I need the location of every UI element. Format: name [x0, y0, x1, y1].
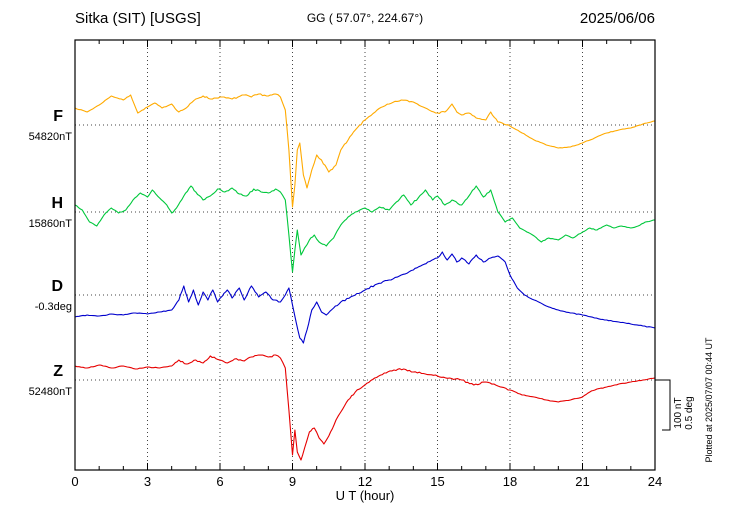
x-tick-label: 15 [430, 474, 444, 489]
plot-frame [74, 39, 656, 471]
scale-label-deg: 0.5 deg [684, 396, 695, 429]
series-label-Z: Z [53, 363, 63, 380]
x-tick-label: 0 [71, 474, 78, 489]
grid-layer [75, 40, 655, 470]
series-label-H: H [51, 195, 63, 212]
traces-layer [74, 93, 656, 461]
trace-D [74, 251, 656, 344]
x-tick-label: 9 [289, 474, 296, 489]
trace-Z [74, 354, 656, 461]
series-label-D: D [51, 278, 63, 295]
gg-coordinates: GG ( 57.07°, 224.67°) [307, 11, 423, 25]
series-base-H: 15860nT [29, 218, 73, 230]
series-label-F: F [53, 108, 63, 125]
station-title: Sitka (SIT) [USGS] [75, 10, 201, 27]
plotted-at-label: Plotted at 2025/07/07 00:44 UT [704, 337, 714, 463]
scale-label-nt: 100 nT [673, 397, 684, 428]
scale-bracket [655, 379, 671, 431]
x-tick-label: 3 [144, 474, 151, 489]
series-base-Z: 52480nT [29, 386, 73, 398]
trace-H [74, 185, 656, 273]
x-axis-label: U T (hour) [336, 488, 395, 503]
axes-layer: 0 3 6 9 12 15 18 21 24 F 54820nT H 15860nT D -0.3deg Z 5… [29, 40, 662, 489]
x-tick-label: 6 [216, 474, 223, 489]
series-base-D: -0.3deg [35, 301, 72, 313]
x-tick-label: 24 [648, 474, 662, 489]
x-tick-label: 18 [503, 474, 517, 489]
series-base-F: 54820nT [29, 131, 73, 143]
date-label: 2025/06/06 [580, 10, 655, 27]
x-tick-label: 12 [358, 474, 372, 489]
x-tick-label: 21 [575, 474, 589, 489]
trace-F [74, 93, 656, 208]
